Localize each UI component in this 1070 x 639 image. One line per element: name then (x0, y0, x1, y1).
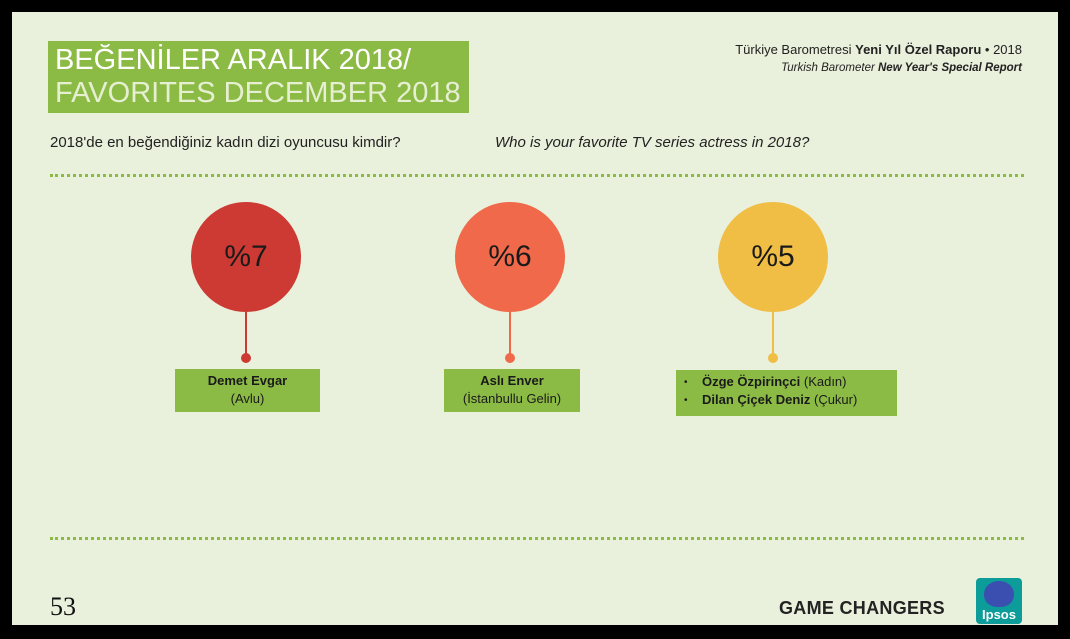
result-2-show: (İstanbullu Gelin) (462, 391, 562, 406)
question-turkish: 2018'de en beğendiğiniz kadın dizi oyunc… (50, 134, 401, 151)
result-2-name: Aslı Enver (480, 373, 544, 388)
ipsos-logo-shape (984, 581, 1014, 607)
bullet-icon: • (684, 395, 688, 406)
report-title-english: Turkish Barometer New Year's Special Rep… (781, 60, 1022, 76)
result-2-percent: %6 (488, 240, 532, 273)
page-number: 53 (50, 592, 76, 621)
slide: BEĞENİLER ARALIK 2018/ FAVORITES DECEMBE… (12, 12, 1058, 625)
result-1-show: (Avlu) (230, 391, 265, 406)
title-turkish: BEĞENİLER ARALIK 2018/ (55, 44, 412, 76)
bullet-icon: • (684, 377, 688, 388)
result-2-stem-dot (505, 353, 515, 363)
report-tr-suffix: • 2018 (981, 42, 1022, 57)
tagline: GAME CHANGERS (779, 598, 945, 618)
result-1-percent: %7 (224, 240, 268, 273)
ipsos-logo-text: Ipsos (982, 607, 1016, 622)
result-3-percent: %5 (751, 240, 795, 273)
title-box: BEĞENİLER ARALIK 2018/ FAVORITES DECEMBE… (48, 41, 469, 113)
top-dotted-divider (50, 174, 1024, 177)
question-english: Who is your favorite TV series actress i… (495, 134, 810, 151)
report-tr-prefix: Türkiye Barometresi (735, 42, 856, 57)
title-english: FAVORITES DECEMBER 2018 (55, 77, 461, 109)
result-2-circle: %6 (455, 202, 565, 312)
result-3-stem (772, 312, 774, 358)
result-3-circle: %5 (718, 202, 828, 312)
result-1-stem (245, 312, 247, 358)
ipsos-logo: Ipsos (976, 578, 1022, 624)
report-en-prefix: Turkish Barometer (781, 62, 878, 74)
report-tr-bold: Yeni Yıl Özel Raporu (855, 42, 982, 57)
result-1-name: Demet Evgar (207, 373, 288, 388)
report-en-bold: New Year's Special Report (878, 62, 1022, 74)
result-1-stem-dot (241, 353, 251, 363)
result-3-item-2-name: Dilan Çiçek Deniz (702, 392, 811, 407)
result-3-item-1-show: (Kadın) (800, 374, 847, 389)
result-2-stem (509, 312, 511, 358)
report-title-turkish: Türkiye Barometresi Yeni Yıl Özel Raporu… (735, 41, 1022, 59)
result-3-item-1: • Özge Özpirinçci (Kadın) (684, 373, 889, 391)
result-3-stem-dot (768, 353, 778, 363)
result-1-label: Demet Evgar (Avlu) (175, 369, 320, 412)
result-1-circle: %7 (191, 202, 301, 312)
result-3-label: • Özge Özpirinçci (Kadın) • Dilan Çiçek De… (676, 370, 897, 416)
result-3-item-2-show: (Çukur) (810, 392, 858, 407)
result-2-label: Aslı Enver (İstanbullu Gelin) (444, 369, 580, 412)
result-3-item-1-name: Özge Özpirinçci (702, 374, 801, 389)
result-3-item-2: • Dilan Çiçek Deniz (Çukur) (684, 391, 889, 409)
bottom-dotted-divider (50, 537, 1024, 540)
